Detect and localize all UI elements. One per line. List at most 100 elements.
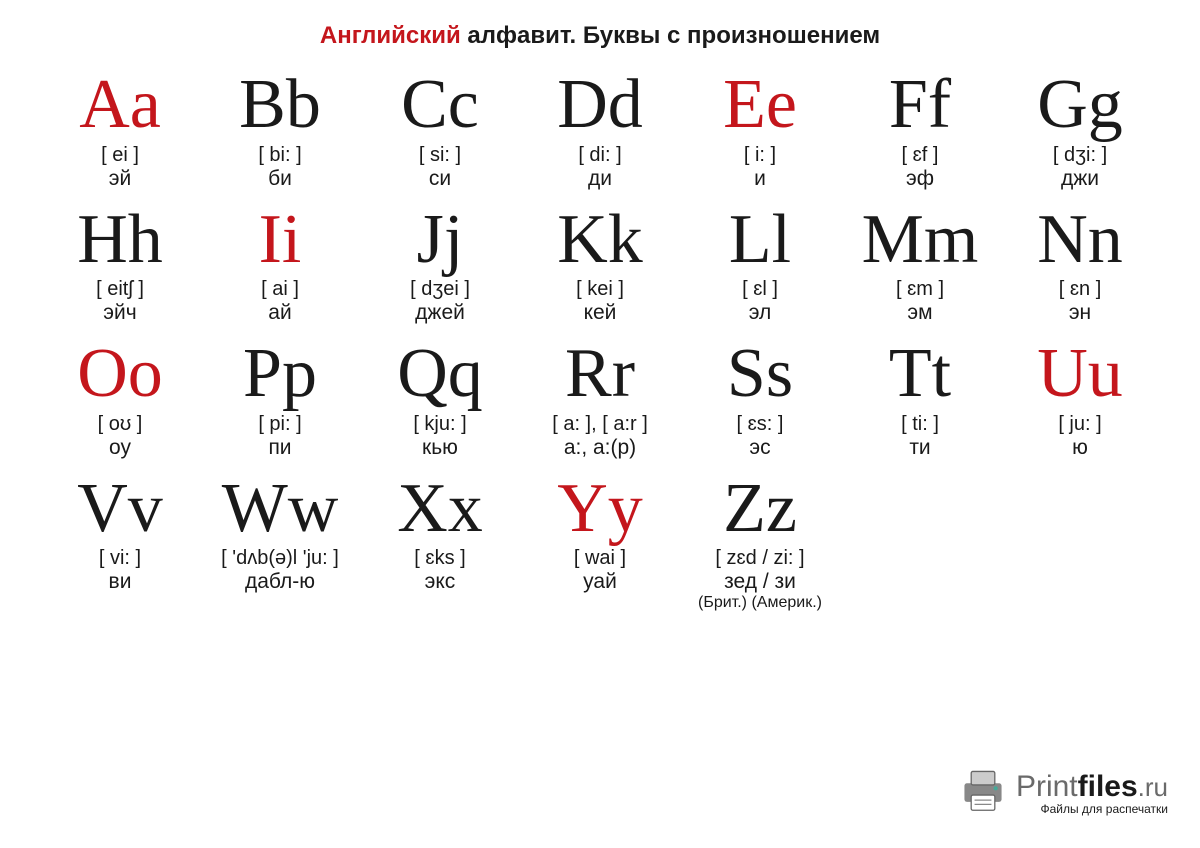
- letter-russian: би: [200, 167, 360, 191]
- letter-cell: Yy[ wai ]уай: [520, 472, 680, 613]
- logo-text-block: Printfiles.ru Файлы для распечатки: [1016, 770, 1168, 816]
- letter-ipa: [ kju: ]: [360, 413, 520, 436]
- letter-cell: Ll[ ɛl ]эл: [680, 203, 840, 326]
- letter-cell: Ff[ ɛf ]эф: [840, 68, 1000, 191]
- site-logo: Printfiles.ru Файлы для распечатки: [956, 763, 1168, 822]
- letter-cell: Aa[ ei ]эй: [40, 68, 200, 191]
- letter-cell: Ww[ 'dʌb(ə)l 'ju: ]дабл-ю: [200, 472, 360, 613]
- title-rest: алфавит. Буквы с произношением: [461, 22, 880, 49]
- letter-glyph: Ee: [680, 68, 840, 142]
- letter-russian: оу: [40, 436, 200, 460]
- letter-glyph: Bb: [200, 68, 360, 142]
- letter-glyph: Yy: [520, 472, 680, 546]
- letter-ipa: [ ɛl ]: [680, 278, 840, 301]
- letter-cell: Uu[ ju: ]ю: [1000, 337, 1160, 460]
- letter-cell: Gg[ dʒi: ]джи: [1000, 68, 1160, 191]
- letter-russian: эф: [840, 167, 1000, 191]
- letter-cell: Tt[ ti: ]ти: [840, 337, 1000, 460]
- letter-glyph: Xx: [360, 472, 520, 546]
- letter-glyph: Pp: [200, 337, 360, 411]
- letter-ipa: [ ti: ]: [840, 413, 1000, 436]
- logo-subtitle: Файлы для распечатки: [1016, 802, 1168, 816]
- letter-ipa: [ dʒei ]: [360, 278, 520, 301]
- letter-russian: кей: [520, 301, 680, 325]
- letter-cell: Cc[ si: ]си: [360, 68, 520, 191]
- letter-glyph: Kk: [520, 203, 680, 277]
- letter-ipa: [ eitʃ ]: [40, 278, 200, 301]
- letter-russian: джей: [360, 301, 520, 325]
- letter-russian: си: [360, 167, 520, 191]
- letter-ipa: [ ɛks ]: [360, 547, 520, 570]
- letter-cell: Ii[ ai ]ай: [200, 203, 360, 326]
- letter-cell: Pp[ pi: ]пи: [200, 337, 360, 460]
- letter-russian: эл: [680, 301, 840, 325]
- letter-cell: Ee[ i: ]и: [680, 68, 840, 191]
- letter-russian: а:, а:(р): [520, 436, 680, 460]
- letter-ipa: [ zɛd / zi: ]: [680, 547, 840, 570]
- letter-ipa: [ ju: ]: [1000, 413, 1160, 436]
- letter-russian: и: [680, 167, 840, 191]
- letter-cell: Nn[ ɛn ]эн: [1000, 203, 1160, 326]
- letter-ipa: [ dʒi: ]: [1000, 144, 1160, 167]
- letter-cell: Dd[ di: ]ди: [520, 68, 680, 191]
- letter-ipa: [ ɛn ]: [1000, 278, 1160, 301]
- letter-ipa: [ si: ]: [360, 144, 520, 167]
- letter-cell: Oo[ oʊ ]оу: [40, 337, 200, 460]
- letter-cell: Jj[ dʒei ]джей: [360, 203, 520, 326]
- printer-icon: [956, 763, 1010, 822]
- letter-cell: Mm[ ɛm ]эм: [840, 203, 1000, 326]
- letter-ipa: [ 'dʌb(ə)l 'ju: ]: [200, 547, 360, 570]
- letter-ipa: [ pi: ]: [200, 413, 360, 436]
- page-title: Английский алфавит. Буквы с произношение…: [0, 0, 1200, 50]
- letter-russian: ди: [520, 167, 680, 191]
- letter-glyph: Oo: [40, 337, 200, 411]
- letter-glyph: Vv: [40, 472, 200, 546]
- letter-ipa: [ ɛm ]: [840, 278, 1000, 301]
- logo-part1: Print: [1016, 770, 1078, 803]
- alphabet-row: Aa[ ei ]эйBb[ bi: ]биCc[ si: ]сиDd[ di: …: [40, 68, 1160, 191]
- letter-russian: эй: [40, 167, 200, 191]
- letter-cell: Hh[ eitʃ ]эйч: [40, 203, 200, 326]
- letter-ipa: [ ai ]: [200, 278, 360, 301]
- letter-glyph: Rr: [520, 337, 680, 411]
- letter-russian: эс: [680, 436, 840, 460]
- letter-russian: ви: [40, 570, 200, 594]
- letter-russian: эн: [1000, 301, 1160, 325]
- letter-ipa: [ di: ]: [520, 144, 680, 167]
- letter-glyph: Ii: [200, 203, 360, 277]
- letter-ipa: [ vi: ]: [40, 547, 200, 570]
- letter-glyph: Zz: [680, 472, 840, 546]
- letter-russian: пи: [200, 436, 360, 460]
- letter-glyph: Nn: [1000, 203, 1160, 277]
- letter-russian: кью: [360, 436, 520, 460]
- letter-glyph: Uu: [1000, 337, 1160, 411]
- logo-text: Printfiles.ru: [1016, 770, 1168, 804]
- letter-ipa: [ ɛf ]: [840, 144, 1000, 167]
- letter-glyph: Ww: [200, 472, 360, 546]
- letter-cell: Ss[ ɛs: ]эс: [680, 337, 840, 460]
- letter-glyph: Aa: [40, 68, 200, 142]
- letter-glyph: Ff: [840, 68, 1000, 142]
- letter-cell: Qq[ kju: ]кью: [360, 337, 520, 460]
- letter-russian: ти: [840, 436, 1000, 460]
- letter-ipa: [ ɛs: ]: [680, 413, 840, 436]
- alphabet-grid: Aa[ ei ]эйBb[ bi: ]биCc[ si: ]сиDd[ di: …: [0, 50, 1200, 612]
- letter-glyph: Jj: [360, 203, 520, 277]
- letter-cell: Bb[ bi: ]би: [200, 68, 360, 191]
- letter-russian: экс: [360, 570, 520, 594]
- letter-cell: Rr[ a: ], [ a:r ]а:, а:(р): [520, 337, 680, 460]
- letter-russian: эйч: [40, 301, 200, 325]
- letter-russian: ю: [1000, 436, 1160, 460]
- letter-ipa: [ bi: ]: [200, 144, 360, 167]
- logo-part3: .ru: [1138, 772, 1168, 802]
- letter-russian: джи: [1000, 167, 1160, 191]
- letter-ipa: [ a: ], [ a:r ]: [520, 413, 680, 436]
- letter-glyph: Hh: [40, 203, 200, 277]
- letter-cell: Xx[ ɛks ]экс: [360, 472, 520, 613]
- letter-russian: эм: [840, 301, 1000, 325]
- letter-glyph: Mm: [840, 203, 1000, 277]
- logo-part2: files: [1078, 770, 1138, 803]
- letter-glyph: Dd: [520, 68, 680, 142]
- letter-glyph: Gg: [1000, 68, 1160, 142]
- letter-ipa: [ kei ]: [520, 278, 680, 301]
